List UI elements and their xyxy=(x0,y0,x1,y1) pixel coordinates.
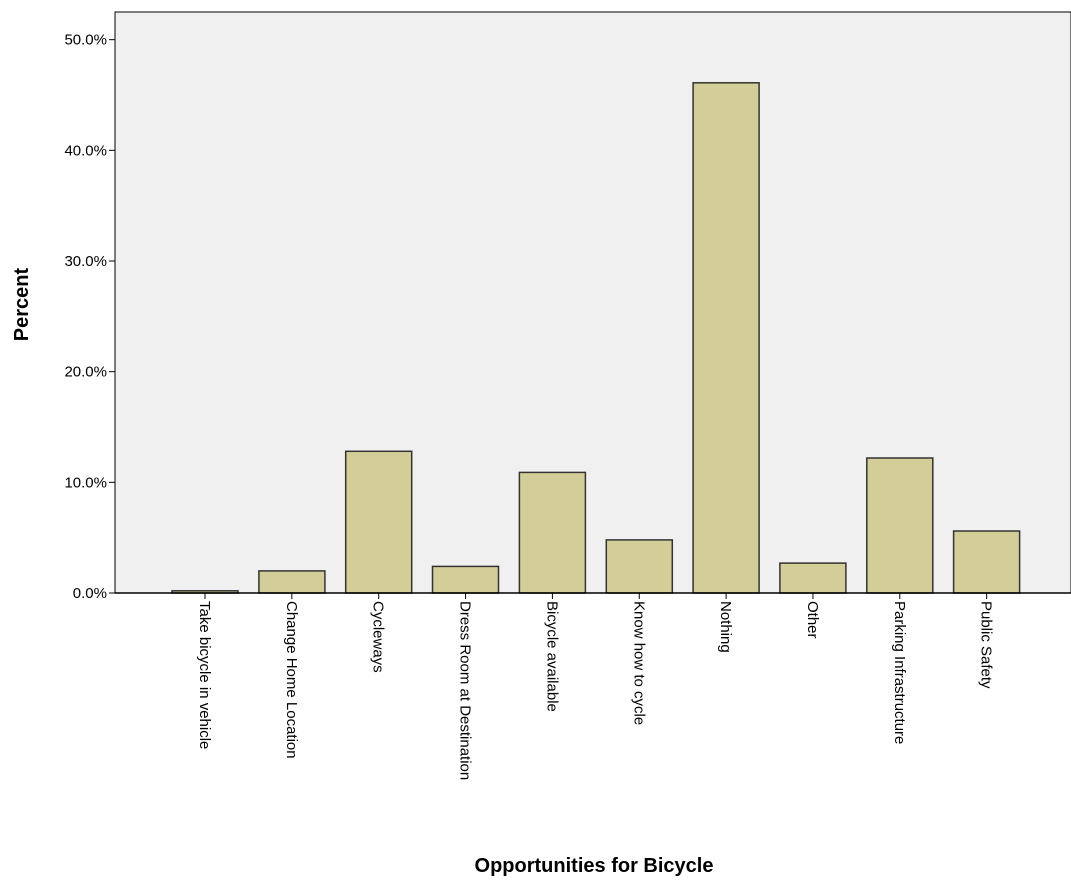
bar-3 xyxy=(344,450,413,594)
x-category-label: Dress Room at Destination xyxy=(457,601,474,780)
bar-2 xyxy=(258,570,326,594)
x-category-label: Nothing xyxy=(717,601,734,653)
bar-10 xyxy=(952,530,1021,594)
bars-group xyxy=(171,82,1021,594)
y-tick-label: 50.0% xyxy=(64,32,107,49)
x-category-label: Change Home Location xyxy=(283,601,300,759)
x-category-label: Know how to cycle xyxy=(630,601,647,725)
x-labels-group: Take bicycle in vehicle Change Home Locat… xyxy=(196,593,995,780)
bar-9 xyxy=(866,457,934,594)
y-tick-label: 30.0% xyxy=(64,253,107,270)
bar-4 xyxy=(431,565,500,594)
y-tick-label: 10.0% xyxy=(64,474,107,491)
y-tick-label: 20.0% xyxy=(64,364,107,381)
x-category-label: Public Safety xyxy=(978,601,995,689)
x-category-label: Cycleways xyxy=(370,601,387,673)
x-category-label: Take bicycle in vehicle xyxy=(196,601,213,749)
bar-8 xyxy=(779,562,847,594)
x-category-label: Other xyxy=(804,601,821,639)
x-category-label: Bicycle available xyxy=(543,601,560,712)
y-ticks-group: 0.0% 10.0% 20.0% 30.0% 40.0% 50.0% xyxy=(64,32,115,602)
y-tick-label: 40.0% xyxy=(64,142,107,159)
bar-7 xyxy=(692,82,760,594)
y-axis-title: Percent xyxy=(11,267,33,341)
bar-6 xyxy=(605,539,674,594)
bar-5 xyxy=(518,471,587,594)
y-tick-label: 0.0% xyxy=(73,585,107,602)
x-axis-title: Opportunities for Bicycle xyxy=(475,855,714,877)
x-category-label: Parking Infrastructure xyxy=(891,601,908,744)
